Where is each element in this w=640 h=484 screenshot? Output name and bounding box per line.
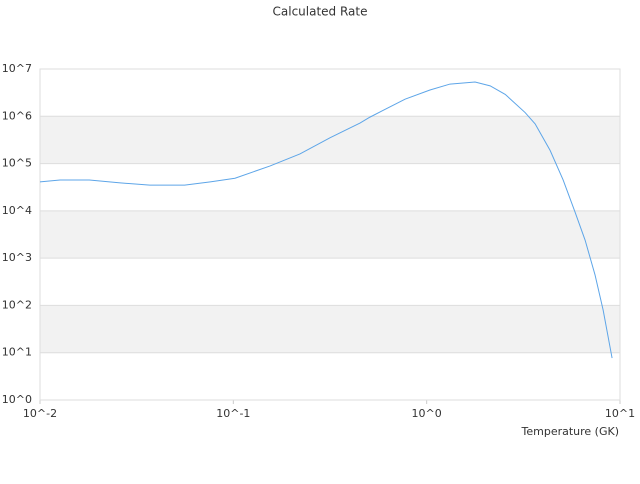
y-tick-label: 10^7 [2,62,32,75]
y-tick-label: 10^1 [2,346,32,359]
y-tick-label: 10^6 [2,109,32,122]
grid-band [40,305,620,353]
x-tick-label: 10^1 [605,407,635,420]
y-tick-label: 10^0 [2,393,32,406]
grid-band [40,116,620,164]
x-axis-label: Temperature (GK) [521,425,620,438]
y-tick-label: 10^4 [2,204,32,217]
y-tick-label: 10^5 [2,157,32,170]
y-tick-label: 10^2 [2,298,32,311]
x-tick-label: 10^0 [412,407,442,420]
plot-frame [39,68,621,401]
data-line [39,81,613,359]
y-tick-label: 10^3 [2,251,32,264]
x-tick-label: 10^-1 [216,407,250,420]
x-tick-label: 10^-2 [23,407,57,420]
chart-title: Calculated Rate [273,5,368,19]
grid-band [40,210,620,259]
